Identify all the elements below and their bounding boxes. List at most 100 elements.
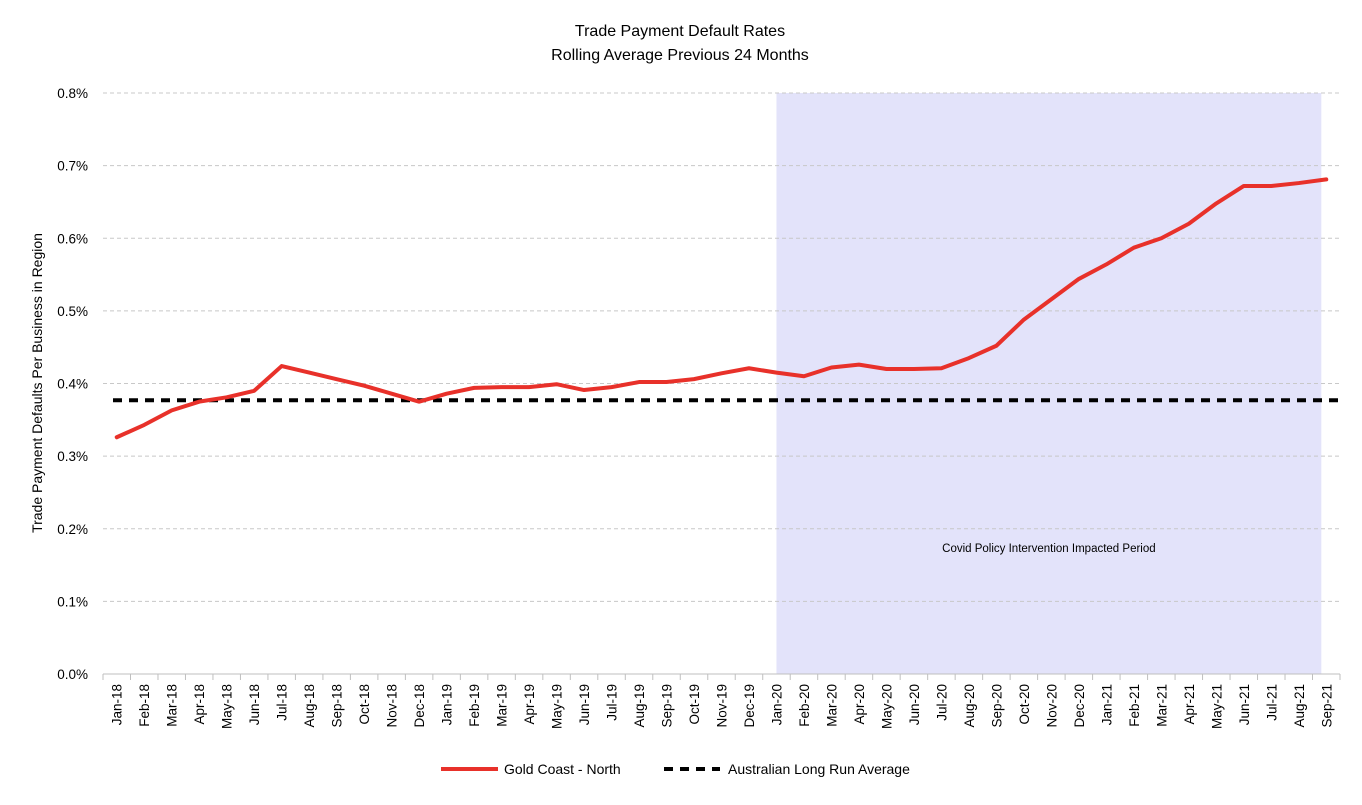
x-tick-label: Oct-19	[687, 684, 702, 725]
x-tick-label: Jan-18	[110, 684, 125, 725]
x-tick-label: Jun-18	[247, 684, 262, 725]
data-point	[638, 381, 640, 383]
x-tick-label: Jul-21	[1264, 684, 1279, 721]
x-tick-label: Apr-21	[1182, 684, 1197, 725]
x-tick-label: Sep-21	[1319, 684, 1334, 728]
data-point	[170, 409, 173, 412]
data-point	[693, 378, 695, 380]
x-tick-label: Apr-18	[192, 684, 207, 725]
x-tick-label: Feb-21	[1127, 684, 1142, 727]
x-tick-label: Aug-20	[962, 684, 977, 728]
data-point	[363, 384, 365, 387]
x-tick-label: Sep-20	[989, 684, 1004, 728]
data-point	[143, 424, 146, 426]
data-point	[1160, 237, 1163, 240]
y-tick-label: 0.8%	[57, 86, 88, 101]
data-point	[1078, 278, 1080, 280]
x-tick-label: Aug-19	[632, 684, 647, 728]
data-point	[775, 371, 778, 374]
x-tick-label: Nov-19	[715, 684, 730, 728]
x-tick-label: Sep-19	[660, 684, 675, 728]
y-tick-label: 0.2%	[57, 522, 88, 537]
x-tick-label: May-18	[220, 684, 235, 729]
data-point	[225, 396, 228, 399]
y-axis-title: Trade Payment Defaults Per Business in R…	[29, 233, 45, 533]
data-point	[1050, 298, 1053, 301]
x-tick-label: Apr-19	[522, 684, 537, 725]
data-point	[1105, 263, 1108, 266]
y-tick-label: 0.3%	[57, 449, 88, 464]
x-tick-label: Dec-19	[742, 684, 757, 728]
data-point	[968, 357, 970, 359]
legend: Gold Coast - North Australian Long Run Av…	[441, 761, 910, 777]
data-point	[555, 383, 558, 386]
covid-period-label: Covid Policy Intervention Impacted Perio…	[942, 543, 1156, 555]
data-point	[995, 344, 998, 347]
x-tick-label: Feb-20	[797, 684, 812, 727]
data-point	[665, 381, 668, 383]
data-point	[500, 386, 503, 388]
x-tick-label: Oct-20	[1017, 684, 1032, 725]
data-point	[858, 363, 860, 366]
x-tick-label: Jul-20	[934, 684, 949, 721]
x-tick-label: Dec-20	[1072, 684, 1087, 728]
data-point	[940, 367, 943, 370]
data-point	[445, 392, 448, 395]
x-tick-label: Feb-18	[137, 684, 152, 727]
data-point	[583, 389, 585, 391]
data-point	[830, 366, 833, 369]
data-point	[1215, 202, 1218, 205]
x-tick-label: Dec-18	[412, 684, 427, 728]
x-tick-label: May-21	[1209, 684, 1224, 729]
x-tick-label: Oct-18	[357, 684, 372, 725]
data-point	[390, 392, 393, 395]
chart-subtitle: Rolling Average Previous 24 Months	[551, 47, 809, 64]
data-point	[280, 365, 283, 367]
chart-title: Trade Payment Default Rates	[575, 23, 785, 40]
y-tick-label: 0.4%	[57, 377, 88, 392]
data-point	[115, 436, 118, 439]
x-tick-label: Jun-21	[1237, 684, 1252, 725]
data-point	[1297, 182, 1300, 184]
legend-label: Gold Coast - North	[504, 761, 621, 777]
data-point	[473, 387, 475, 389]
data-point	[1242, 185, 1245, 187]
data-point	[253, 389, 255, 392]
x-tick-label: Jul-19	[605, 684, 620, 721]
y-tick-label: 0.7%	[57, 159, 88, 174]
legend-label: Australian Long Run Average	[728, 761, 910, 777]
data-point	[748, 367, 750, 370]
x-tick-label: Nov-20	[1044, 684, 1059, 728]
x-tick-label: Jul-18	[275, 684, 290, 721]
x-tick-label: Feb-19	[467, 684, 482, 727]
data-point	[308, 371, 310, 374]
data-point	[913, 368, 915, 370]
x-tick-label: Aug-21	[1292, 684, 1307, 728]
y-tick-label: 0.1%	[57, 594, 88, 609]
data-point	[418, 400, 420, 403]
data-point	[803, 375, 805, 378]
x-tick-label: Nov-18	[385, 684, 400, 728]
x-tick-label: Jun-20	[907, 684, 922, 725]
data-point	[528, 386, 530, 388]
x-tick-label: Aug-18	[302, 684, 317, 728]
x-tick-label: May-19	[550, 684, 565, 729]
y-tick-label: 0.0%	[57, 667, 88, 682]
x-tick-label: Sep-18	[330, 684, 345, 728]
data-point	[1270, 185, 1273, 187]
y-tick-label: 0.5%	[57, 304, 88, 319]
y-tick-label: 0.6%	[57, 231, 88, 246]
x-tick-label: Jun-19	[577, 684, 592, 725]
data-point	[1023, 318, 1025, 321]
x-tick-label: Mar-21	[1154, 684, 1169, 727]
data-point	[335, 378, 338, 380]
data-point	[1133, 246, 1135, 249]
data-point	[610, 386, 613, 388]
data-point	[1325, 178, 1328, 181]
x-tick-label: Jan-20	[769, 684, 784, 725]
data-point	[885, 368, 888, 370]
x-tick-label: Mar-20	[824, 684, 839, 727]
data-point	[1188, 222, 1190, 225]
